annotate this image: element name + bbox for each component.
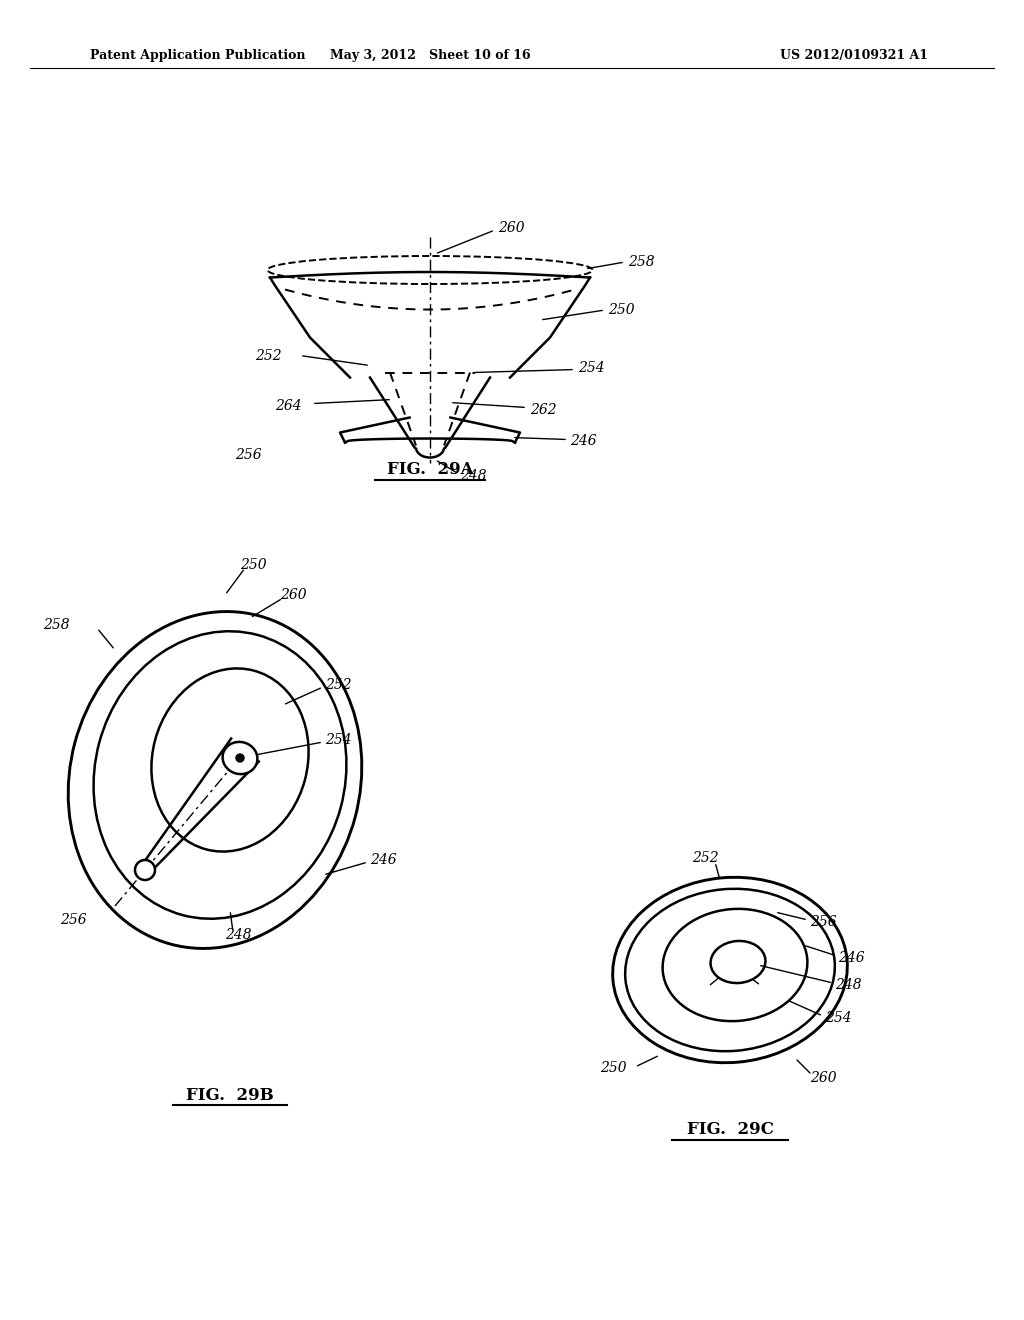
Circle shape (236, 754, 244, 762)
Text: 250: 250 (240, 558, 266, 572)
Text: 252: 252 (255, 348, 282, 363)
Text: FIG.  29C: FIG. 29C (686, 1122, 773, 1138)
Text: FIG.  29A: FIG. 29A (387, 462, 473, 479)
Text: 252: 252 (325, 678, 351, 692)
Text: 246: 246 (838, 950, 864, 965)
Text: 258: 258 (43, 618, 70, 632)
Text: 264: 264 (275, 399, 302, 413)
Text: 254: 254 (325, 733, 351, 747)
Text: 252: 252 (691, 851, 718, 865)
Text: US 2012/0109321 A1: US 2012/0109321 A1 (780, 49, 928, 62)
Text: 254: 254 (825, 1011, 852, 1026)
Text: 246: 246 (370, 853, 396, 867)
Ellipse shape (135, 861, 155, 880)
Ellipse shape (222, 742, 257, 774)
Text: 262: 262 (530, 403, 557, 417)
Text: 256: 256 (234, 447, 261, 462)
Text: 260: 260 (280, 587, 306, 602)
Text: 256: 256 (810, 915, 837, 929)
Text: 258: 258 (628, 255, 654, 269)
Text: 260: 260 (498, 220, 524, 235)
Text: 248: 248 (835, 978, 861, 993)
Text: 254: 254 (578, 360, 604, 375)
Ellipse shape (711, 941, 766, 983)
Text: 250: 250 (600, 1061, 627, 1074)
Text: 250: 250 (608, 304, 635, 317)
Text: 256: 256 (60, 913, 87, 927)
Text: 246: 246 (570, 433, 597, 447)
Text: Patent Application Publication: Patent Application Publication (90, 49, 305, 62)
Text: 248: 248 (460, 469, 486, 483)
Text: 260: 260 (810, 1071, 837, 1085)
Text: May 3, 2012   Sheet 10 of 16: May 3, 2012 Sheet 10 of 16 (330, 49, 530, 62)
Text: 248: 248 (225, 928, 252, 942)
Text: FIG.  29B: FIG. 29B (186, 1086, 273, 1104)
